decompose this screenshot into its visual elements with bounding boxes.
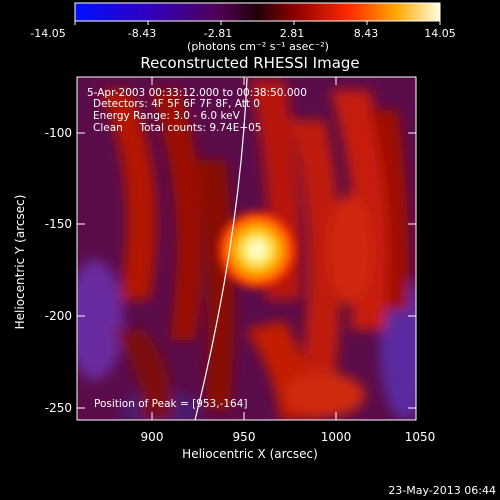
info-line-observation-time: 5-Apr-2003 00:33:12.000 to 00:38:50.000: [87, 87, 307, 99]
y-axis-label: Heliocentric Y (arcsec): [13, 195, 27, 330]
y-tick-label: -200: [45, 309, 72, 323]
colorbar-tick-label: 14.05: [424, 27, 456, 40]
info-line-detectors: Detectors: 4F 5F 6F 7F 8F, Att 0: [93, 98, 260, 110]
colorbar-tick-label: -8.43: [128, 27, 156, 40]
y-tick-label: -150: [45, 217, 72, 231]
y-tick-label: -250: [45, 401, 72, 415]
colorbar-tick-label: -14.05: [30, 27, 65, 40]
info-line-total-counts: Clean Total counts: 9.74E+05: [93, 122, 262, 134]
colorbar-tick-label: 2.81: [280, 27, 305, 40]
solar-limb-line: [194, 77, 248, 420]
x-tick-label: 1000: [321, 430, 352, 444]
plot-frame: [76, 76, 417, 421]
reconstructed-image: [77, 77, 416, 420]
colorbar-units-label: (photons cm⁻² s⁻¹ asec⁻²): [187, 40, 329, 53]
x-tick-label: 1050: [405, 430, 436, 444]
info-line-energy-range: Energy Range: 3.0 - 6.0 keV: [93, 110, 241, 122]
colorbar-tick-label: -2.81: [204, 27, 232, 40]
y-tick-label: -100: [45, 126, 72, 140]
plot-title: Reconstructed RHESSI Image: [140, 54, 359, 72]
x-axis-ticks: [151, 77, 337, 420]
peak-source: [213, 206, 301, 294]
colorbar: -14.05 -8.43 -2.81 2.81 8.43 14.05 (phot…: [30, 2, 456, 53]
colorbar-gradient: [74, 2, 441, 22]
y-axis-ticks: [77, 132, 416, 409]
x-tick-label: 950: [233, 430, 256, 444]
colorbar-tick-label: 8.43: [354, 27, 379, 40]
x-axis-label: Heliocentric X (arcsec): [182, 447, 318, 461]
x-tick-label: 900: [141, 430, 164, 444]
peak-position-label: Position of Peak = [953,-164]: [94, 398, 248, 410]
footer-timestamp: 23-May-2013 06:44: [388, 484, 496, 497]
